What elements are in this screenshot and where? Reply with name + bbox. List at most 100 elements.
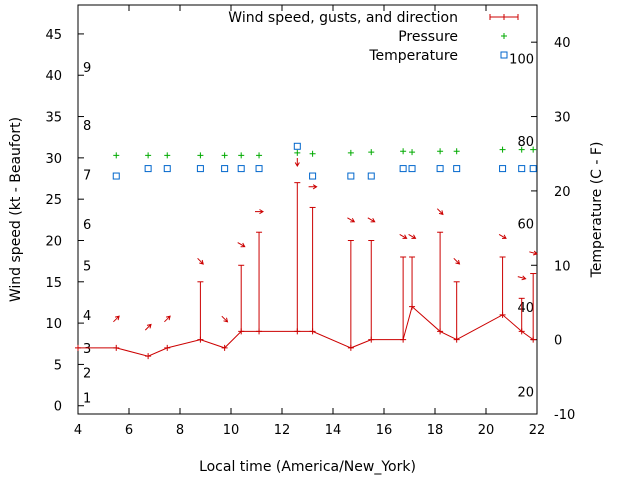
fahrenheit-label: 40 xyxy=(517,301,534,316)
fahrenheit-label: 100 xyxy=(509,53,534,68)
y-tick-label: 0 xyxy=(54,400,62,415)
y-tick-label: 10 xyxy=(45,317,62,332)
y-axis-label: Wind speed (kt - Beaufort) xyxy=(8,117,24,302)
temperature-point xyxy=(196,165,204,173)
wind-direction-arrow xyxy=(453,257,461,265)
pressure-point xyxy=(309,150,316,157)
legend-pressure-marker xyxy=(501,33,507,39)
y-tick-label: 25 xyxy=(45,193,62,208)
x-tick-label: 10 xyxy=(223,423,240,438)
x-axis-label: Local time (America/New_York) xyxy=(199,459,416,475)
fahrenheit-label: 20 xyxy=(517,386,534,401)
wind-direction-arrow xyxy=(436,208,444,216)
temperature-point xyxy=(255,165,263,173)
pressure-point xyxy=(409,149,416,156)
temperature-point xyxy=(144,165,152,173)
wind-direction-arrow xyxy=(347,217,356,223)
wind-direction-arrow xyxy=(308,184,318,190)
beaufort-label: 5 xyxy=(83,259,91,274)
wind-speed-point xyxy=(164,344,171,351)
pressure-point xyxy=(294,149,301,156)
temperature-point xyxy=(221,165,229,173)
pressure-point xyxy=(256,152,263,159)
wind-direction-arrow xyxy=(221,315,229,323)
beaufort-label: 1 xyxy=(83,391,91,406)
legend-wind-label: Wind speed, gusts, and direction xyxy=(228,10,458,26)
x-tick-label: 12 xyxy=(274,423,291,438)
pressure-point xyxy=(164,152,171,159)
y-tick-label: 15 xyxy=(45,276,62,291)
y2-tick-label: 40 xyxy=(554,36,571,51)
y-tick-label: 45 xyxy=(45,28,62,43)
wind-direction-arrow xyxy=(367,217,376,223)
wind-direction-arrow xyxy=(144,323,152,331)
y-tick-label: 35 xyxy=(45,111,62,126)
x-tick-label: 20 xyxy=(478,423,495,438)
pressure-point xyxy=(437,148,444,155)
pressure-point xyxy=(499,146,506,153)
temperature-point xyxy=(293,142,301,150)
pressure-point xyxy=(347,149,354,156)
temperature-point xyxy=(499,165,507,173)
pressure-point xyxy=(518,146,525,153)
beaufort-label: 6 xyxy=(83,218,91,233)
x-tick-label: 6 xyxy=(125,423,133,438)
temperature-point xyxy=(237,165,245,173)
x-tick-label: 18 xyxy=(427,423,444,438)
legend-pressure-label: Pressure xyxy=(398,29,458,45)
beaufort-label: 3 xyxy=(83,342,91,357)
wind-direction-arrow xyxy=(517,275,527,281)
y2-tick-label: 0 xyxy=(554,334,562,349)
wind-direction-arrow xyxy=(237,242,246,248)
beaufort-label: 2 xyxy=(83,367,91,382)
x-tick-label: 16 xyxy=(376,423,393,438)
beaufort-label: 4 xyxy=(83,309,91,324)
y-tick-label: 20 xyxy=(45,234,62,249)
beaufort-label: 8 xyxy=(83,119,91,134)
pressure-point xyxy=(145,152,152,159)
wind-speed-point xyxy=(75,344,81,351)
wind-direction-arrow xyxy=(408,233,417,239)
pressure-point xyxy=(453,148,460,155)
temperature-point xyxy=(309,172,317,180)
temperature-point xyxy=(436,165,444,173)
plot-frame xyxy=(77,4,538,415)
y2-tick-label: 30 xyxy=(554,111,571,126)
wind-speed-point xyxy=(145,353,152,360)
fahrenheit-label: 80 xyxy=(517,135,534,150)
y2-tick-label: 20 xyxy=(554,185,571,200)
y2-axis-label: Temperature (C - F) xyxy=(589,142,605,279)
wind-direction-arrow xyxy=(164,315,171,323)
wind-direction-arrow xyxy=(498,233,507,239)
wind-speed-point xyxy=(221,344,228,351)
y-tick-label: 30 xyxy=(45,152,62,167)
wind-direction-arrow xyxy=(294,158,300,167)
temperature-point xyxy=(112,172,120,180)
pressure-point xyxy=(197,152,204,159)
wind-speed-point xyxy=(113,344,120,351)
temperature-point xyxy=(367,172,375,180)
temperature-point xyxy=(347,172,355,180)
pressure-point xyxy=(238,152,245,159)
wind-speed-line xyxy=(78,305,534,357)
wind-direction-arrow xyxy=(255,209,264,215)
x-tick-label: 4 xyxy=(74,423,82,438)
legend-wind-marker xyxy=(489,14,519,20)
wind-direction-arrow xyxy=(197,257,204,265)
wind-direction-arrow xyxy=(113,315,120,323)
y2-tick-label: 10 xyxy=(554,259,571,274)
y-tick-label: 5 xyxy=(54,358,62,373)
pressure-point xyxy=(368,149,375,156)
legend-temperature-label: Temperature xyxy=(368,48,458,64)
legend-temperature-marker xyxy=(500,51,508,59)
pressure-point xyxy=(113,152,120,159)
temperature-point xyxy=(163,165,171,173)
pressure-point xyxy=(400,148,407,155)
temperature-point xyxy=(518,165,526,173)
wind-direction-arrow xyxy=(529,250,538,256)
y-tick-label: 40 xyxy=(45,69,62,84)
temperature-point xyxy=(453,165,461,173)
y2-tick-label: -10 xyxy=(554,408,575,423)
x-tick-label: 8 xyxy=(176,423,184,438)
